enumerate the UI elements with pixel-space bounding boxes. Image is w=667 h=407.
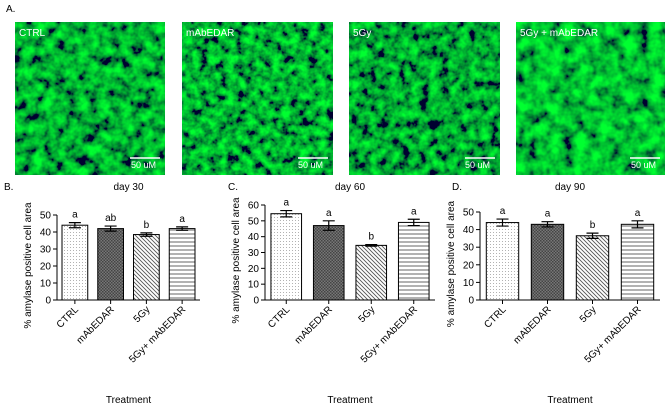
y-tick-label: 60 — [248, 201, 260, 212]
error-bar — [407, 218, 420, 227]
figure-label: A. — [6, 4, 15, 15]
chart-title: day 60 — [335, 182, 365, 193]
bar — [312, 225, 345, 301]
panel-label: B. — [4, 182, 13, 193]
bar — [61, 224, 89, 301]
chart-title: day 30 — [113, 182, 143, 193]
y-tick-label: 30 — [40, 245, 52, 256]
significance-letter: b — [368, 232, 374, 243]
significance-letter: a — [545, 209, 551, 220]
error-bar — [496, 218, 509, 227]
micrograph: 5Gy 50 uM — [349, 22, 500, 175]
significance-letter: b — [144, 220, 150, 231]
bar — [97, 228, 124, 301]
bar — [485, 222, 520, 301]
y-axis-label: % amylase positive cell area — [231, 197, 242, 324]
x-tick-label: mAbEDAR — [75, 304, 117, 346]
y-tick-label: 0 — [253, 296, 259, 307]
error-bar — [176, 226, 189, 231]
y-tick-label: 40 — [40, 228, 52, 239]
significance-letter: a — [411, 206, 417, 217]
bar — [133, 234, 160, 301]
significance-letter: a — [179, 214, 185, 225]
error-bar — [322, 220, 335, 231]
y-tick-label: 50 — [463, 208, 475, 219]
image-label: CTRL — [19, 28, 46, 39]
x-tick-label: CTRL — [266, 304, 293, 331]
y-tick-label: 10 — [248, 280, 260, 291]
y-tick-label: 30 — [463, 243, 475, 254]
panel-label: D. — [452, 182, 462, 193]
x-tick-label: mAbEDAR — [512, 304, 554, 346]
micrograph: mAbEDAR 50 uM — [182, 22, 333, 175]
y-tick-label: 20 — [248, 264, 260, 275]
bar — [270, 213, 303, 301]
y-tick-label: 0 — [45, 296, 51, 307]
error-bar — [140, 232, 153, 237]
x-axis-label: Treatment — [106, 395, 151, 406]
x-axis-label: Treatment — [327, 395, 372, 406]
significance-letter: a — [72, 210, 78, 221]
significance-letter: ab — [105, 213, 117, 224]
y-tick-label: 50 — [248, 216, 260, 227]
y-tick-label: 40 — [463, 225, 475, 236]
y-tick-label: 30 — [248, 248, 260, 259]
bar — [355, 244, 388, 301]
x-tick-label: CTRL — [55, 304, 82, 331]
y-tick-label: 50 — [40, 211, 52, 222]
panel-label: C. — [228, 182, 238, 193]
chart-title: day 90 — [555, 182, 585, 193]
y-tick-label: 40 — [248, 232, 260, 243]
y-tick-label: 10 — [40, 279, 52, 290]
x-tick-label: 5Gy — [578, 304, 599, 325]
error-bar — [280, 209, 293, 218]
bar — [397, 221, 430, 301]
significance-letter: a — [500, 206, 506, 217]
y-axis-label: % amylase positive cell area — [446, 200, 457, 327]
x-tick-label: CTRL — [482, 304, 509, 331]
bar — [530, 223, 565, 301]
image-label: 5Gy — [353, 28, 371, 39]
micrograph: 5Gy + mAbEDAR 50 uM — [516, 22, 665, 175]
error-bar — [104, 225, 117, 232]
significance-letter: a — [283, 198, 289, 209]
error-bar — [631, 220, 644, 229]
x-axis-label: Treatment — [547, 395, 592, 406]
image-label: 5Gy + mAbEDAR — [520, 28, 598, 39]
bar — [620, 223, 655, 301]
scale-label: 50 uM — [298, 160, 323, 170]
y-tick-label: 20 — [463, 260, 475, 271]
bar — [575, 235, 610, 301]
scale-label: 50 uM — [465, 160, 490, 170]
significance-letter: b — [590, 220, 596, 231]
y-axis-label: % amylase positive cell area — [23, 202, 34, 329]
significance-letter: a — [635, 208, 641, 219]
error-bar — [541, 221, 554, 228]
y-tick-label: 10 — [463, 278, 475, 289]
x-tick-label: 5Gy — [357, 304, 378, 325]
scale-label: 50 uM — [631, 160, 656, 170]
image-label: mAbEDAR — [186, 28, 234, 39]
x-tick-label: mAbEDAR — [293, 304, 335, 346]
micrograph: CTRL 50 uM — [15, 22, 165, 175]
error-bar — [365, 243, 378, 247]
y-tick-label: 0 — [468, 296, 474, 307]
scale-label: 50 uM — [131, 160, 156, 170]
error-bar — [68, 222, 81, 229]
error-bar — [586, 232, 599, 239]
y-tick-label: 20 — [40, 262, 52, 273]
significance-letter: a — [326, 208, 332, 219]
x-tick-label: 5Gy — [132, 304, 153, 325]
bar — [168, 228, 196, 301]
